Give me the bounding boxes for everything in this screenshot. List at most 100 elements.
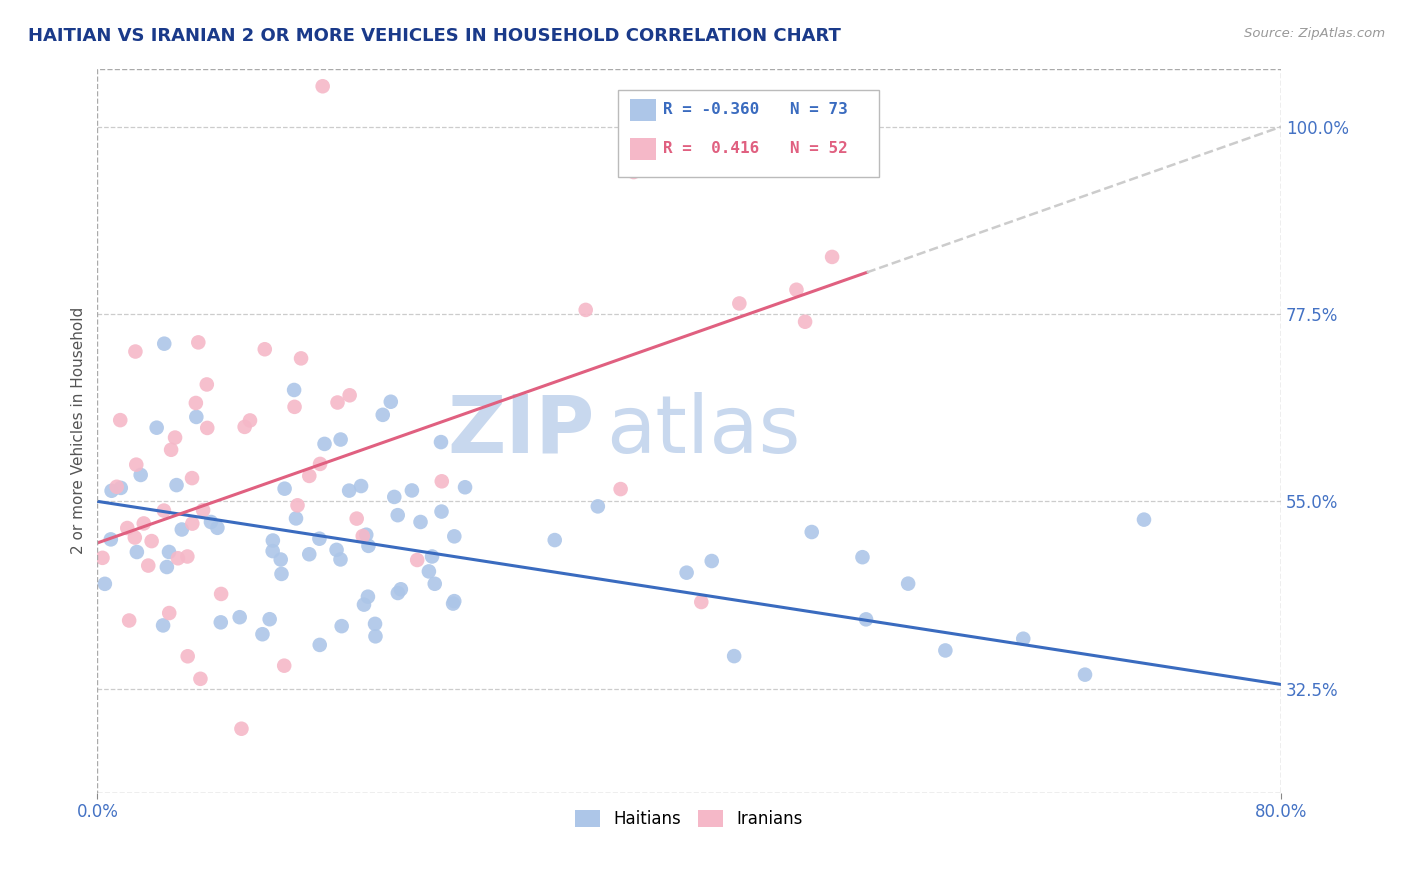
Point bbox=[136, 558, 159, 573]
Text: atlas: atlas bbox=[606, 392, 800, 469]
Point bbox=[409, 515, 432, 529]
Point bbox=[339, 388, 361, 402]
Text: ZIP: ZIP bbox=[447, 392, 595, 469]
Point bbox=[141, 534, 163, 549]
Point bbox=[110, 481, 132, 495]
Bar bbox=[630, 99, 657, 120]
Point bbox=[200, 515, 222, 529]
Point bbox=[330, 619, 353, 633]
Point bbox=[153, 336, 176, 351]
Point bbox=[170, 523, 193, 537]
Point bbox=[298, 547, 321, 561]
Point bbox=[309, 457, 332, 471]
Text: Source: ZipAtlas.com: Source: ZipAtlas.com bbox=[1244, 27, 1385, 40]
Point bbox=[311, 79, 333, 94]
Point bbox=[132, 516, 155, 531]
Point bbox=[454, 480, 477, 494]
Point bbox=[308, 638, 330, 652]
Point bbox=[283, 383, 305, 397]
Point bbox=[125, 458, 148, 472]
Text: N = 73: N = 73 bbox=[790, 103, 848, 117]
Point bbox=[262, 544, 284, 558]
Point bbox=[544, 533, 567, 547]
Point bbox=[157, 606, 180, 620]
Point bbox=[406, 553, 429, 567]
Point bbox=[352, 529, 374, 543]
Point bbox=[723, 649, 745, 664]
Point bbox=[855, 612, 877, 626]
Point bbox=[239, 413, 262, 427]
Point bbox=[181, 471, 204, 485]
Point bbox=[166, 478, 188, 492]
Point bbox=[160, 442, 183, 457]
Point bbox=[190, 672, 212, 686]
Point bbox=[357, 590, 380, 604]
Point bbox=[125, 545, 148, 559]
Text: R = -0.360: R = -0.360 bbox=[664, 103, 759, 117]
Point bbox=[1133, 513, 1156, 527]
Point bbox=[285, 511, 308, 525]
Point bbox=[350, 479, 373, 493]
Point bbox=[270, 552, 292, 566]
Point bbox=[401, 483, 423, 498]
Point bbox=[675, 566, 697, 580]
Point bbox=[308, 532, 330, 546]
Legend: Haitians, Iranians: Haitians, Iranians bbox=[569, 804, 810, 835]
Point bbox=[728, 296, 751, 310]
Point bbox=[228, 610, 250, 624]
Point bbox=[283, 400, 305, 414]
Point bbox=[690, 595, 713, 609]
Point bbox=[253, 343, 276, 357]
Point bbox=[441, 597, 464, 611]
Point bbox=[195, 421, 218, 435]
Point bbox=[167, 551, 190, 566]
Point bbox=[153, 503, 176, 517]
Point bbox=[209, 615, 232, 630]
Point bbox=[233, 420, 256, 434]
Bar bbox=[630, 138, 657, 160]
Point bbox=[290, 351, 312, 366]
Text: N = 52: N = 52 bbox=[790, 142, 848, 156]
Point bbox=[262, 533, 284, 548]
Point bbox=[273, 658, 295, 673]
Point bbox=[118, 614, 141, 628]
Point bbox=[387, 586, 409, 600]
Point bbox=[252, 627, 274, 641]
Point bbox=[382, 490, 405, 504]
Point bbox=[325, 542, 347, 557]
Point bbox=[124, 344, 146, 359]
Point bbox=[364, 616, 387, 631]
Point bbox=[270, 566, 292, 581]
Point bbox=[420, 549, 443, 564]
Point bbox=[609, 482, 631, 496]
Point bbox=[298, 469, 321, 483]
Point bbox=[346, 511, 368, 525]
Point bbox=[231, 722, 253, 736]
Point bbox=[851, 550, 873, 565]
Point bbox=[207, 521, 229, 535]
Point bbox=[326, 395, 349, 409]
Point bbox=[800, 524, 823, 539]
Point bbox=[364, 629, 387, 643]
Point bbox=[152, 618, 174, 632]
Point bbox=[430, 505, 453, 519]
Point bbox=[623, 165, 645, 179]
Point bbox=[700, 554, 723, 568]
Bar bbox=[619, 90, 879, 178]
Point bbox=[259, 612, 281, 626]
Point bbox=[187, 335, 209, 350]
Point bbox=[353, 598, 375, 612]
Point bbox=[387, 508, 409, 523]
Point bbox=[785, 283, 807, 297]
Point bbox=[184, 396, 207, 410]
Point bbox=[124, 531, 146, 545]
Point bbox=[186, 409, 208, 424]
Point bbox=[195, 377, 218, 392]
Point bbox=[586, 500, 609, 514]
Point bbox=[371, 408, 394, 422]
Point bbox=[329, 433, 352, 447]
Point bbox=[176, 649, 198, 664]
Point bbox=[329, 552, 352, 566]
Point bbox=[389, 582, 412, 597]
Point bbox=[423, 576, 446, 591]
